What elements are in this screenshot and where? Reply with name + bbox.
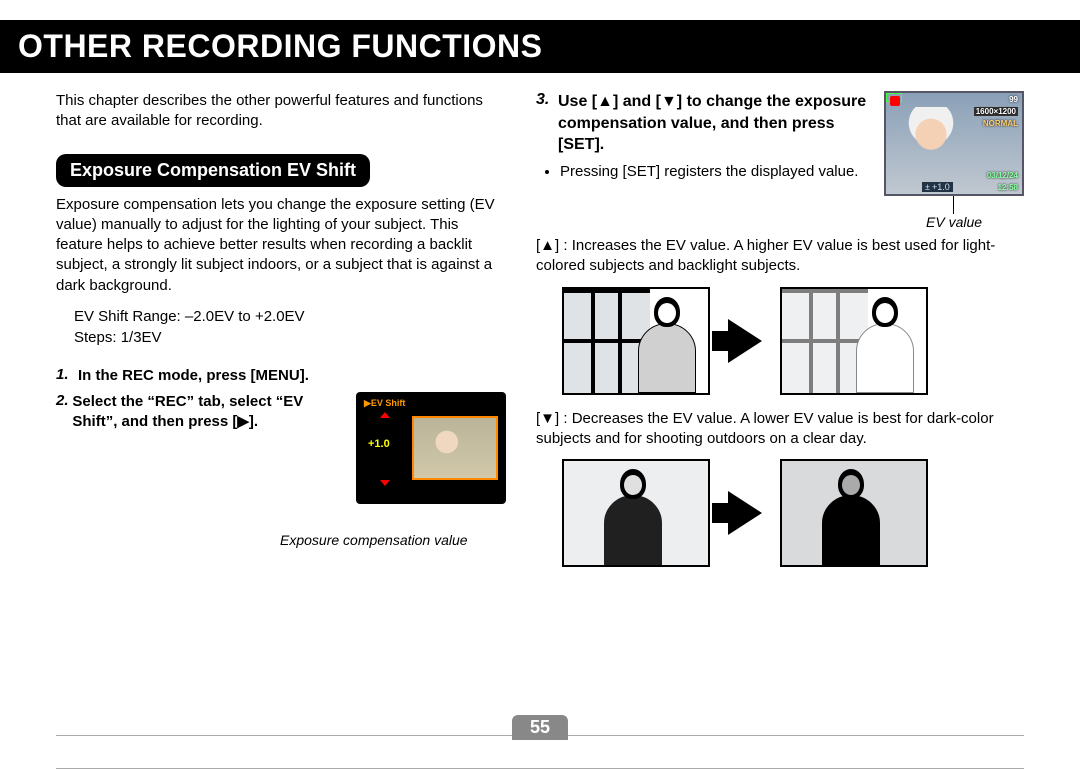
step-2: 2. Select the “REC” tab, select “EV Shif… (56, 392, 506, 504)
down-desc-text: Decreases the EV value. A lower EV value… (536, 410, 994, 447)
steps-list: 1. In the REC mode, press [MENU]. 2. Sel… (56, 366, 506, 504)
osd-count: 99 (1009, 95, 1018, 104)
down-arrow-icon (380, 480, 390, 486)
ev-icon: ± (925, 182, 930, 192)
osd-ev-badge: ± +1.0 (922, 182, 953, 192)
page-number: 55 (512, 715, 568, 740)
illus-after (780, 287, 928, 395)
ev-range-block: EV Shift Range: –2.0EV to +2.0EV Steps: … (74, 306, 506, 348)
bullet-text: Pressing [SET] registers the displayed v… (560, 162, 870, 182)
step-3-bullet: Pressing [SET] registers the displayed v… (554, 162, 870, 182)
step-text: In the REC mode, press [MENU]. (78, 366, 506, 386)
camera-lcd-illustration: ▶EV Shift +1.0 (356, 392, 506, 504)
step-number: 1. (56, 366, 78, 386)
up-desc-text: Increases the EV value. A higher EV valu… (536, 237, 995, 274)
page-title: OTHER RECORDING FUNCTIONS (0, 20, 1080, 73)
up-description: [▲] : Increases the EV value. A higher E… (536, 236, 1024, 277)
decrease-ev-illustration (562, 459, 1024, 567)
down-symbol: [▼] : (536, 409, 568, 429)
step-3: 3. Use [▲] and [▼] to change the exposur… (536, 91, 870, 156)
up-symbol: [▲] : (536, 236, 568, 256)
osd-time: 12:58 (998, 183, 1018, 192)
right-column: 3. Use [▲] and [▼] to change the exposur… (536, 91, 1024, 581)
illus-before (562, 287, 710, 395)
arrow-right-icon (728, 491, 762, 535)
section-heading: Exposure Compensation EV Shift (56, 154, 370, 187)
intro-text: This chapter describes the other powerfu… (56, 91, 506, 132)
section-body: Exposure compensation lets you change th… (56, 195, 506, 296)
lcd-ev-value: +1.0 (368, 438, 390, 450)
ev-steps-line: Steps: 1/3EV (74, 327, 506, 348)
left-column: This chapter describes the other powerfu… (56, 91, 506, 581)
arrow-right-icon (728, 319, 762, 363)
lcd-preview-thumb (412, 416, 498, 480)
osd-quality: NORMAL (983, 119, 1018, 128)
step-text: Use [▲] and [▼] to change the exposure c… (558, 91, 870, 156)
ev-value: +1.0 (932, 182, 950, 192)
step-number: 2. (56, 392, 72, 504)
illus-before (562, 459, 710, 567)
up-arrow-icon (380, 412, 390, 418)
down-description: [▼] : Decreases the EV value. A lower EV… (536, 409, 1024, 450)
photo-caption: EV value (884, 214, 1024, 230)
illus-after (780, 459, 928, 567)
step-1: 1. In the REC mode, press [MENU]. (56, 366, 506, 386)
lcd-caption: Exposure compensation value (280, 532, 506, 549)
increase-ev-illustration (562, 287, 1024, 395)
rec-icon (890, 96, 900, 106)
lcd-tab-label: ▶EV Shift (364, 398, 405, 409)
osd-resolution: 1600×1200 (974, 107, 1018, 116)
osd-date: 03/12/24 (987, 171, 1018, 180)
camera-photo-preview: 99 1600×1200 NORMAL 03/12/24 12:58 ± +1.… (884, 91, 1024, 196)
ev-range-line: EV Shift Range: –2.0EV to +2.0EV (74, 306, 506, 327)
step-text: Select the “REC” tab, select “EV Shift”,… (72, 392, 344, 433)
step-number: 3. (536, 91, 558, 156)
